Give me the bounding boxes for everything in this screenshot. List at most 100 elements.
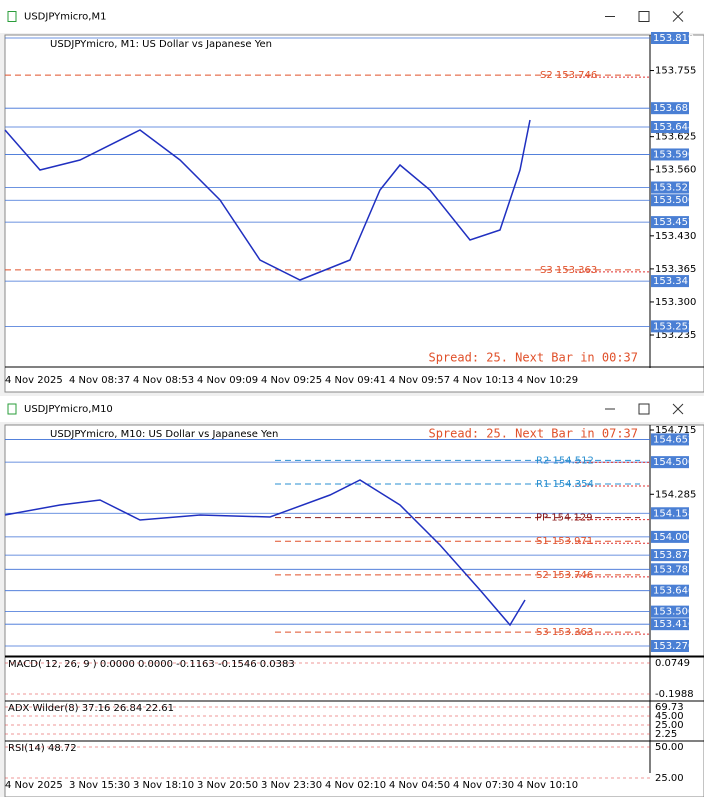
time-label: 4 Nov 08:37 <box>69 375 130 386</box>
maximize-button[interactable] <box>638 11 650 22</box>
price-line-label: 153.640 <box>653 586 694 597</box>
time-label: 3 Nov 15:30 <box>69 780 130 791</box>
chart-icon <box>7 11 17 22</box>
chart-header: USDJPYmicro, M1: US Dollar vs Japanese Y… <box>50 39 272 50</box>
indicator-tick-label: 25.00 <box>655 720 684 731</box>
price-tick-label: 153.235 <box>655 330 696 341</box>
indicator-label: ADX Wilder(8) 37.16 26.84 22.61 <box>8 703 174 714</box>
spread-info: Spread: 25. Next Bar in 07:37 <box>428 427 638 441</box>
price-box <box>651 120 689 133</box>
price-line-label: 154.652 <box>653 434 694 445</box>
maximize-button[interactable] <box>638 403 650 415</box>
price-line-label: 153.644 <box>653 122 694 133</box>
price-box <box>651 507 689 520</box>
price-line-label: 153.341 <box>653 276 694 287</box>
price-line-label: 153.525 <box>653 183 694 194</box>
time-label: 3 Nov 18:10 <box>133 780 194 791</box>
price-box <box>651 618 689 631</box>
time-label: 4 Nov 09:41 <box>325 375 386 386</box>
price-line-label: 153.252 <box>653 321 694 332</box>
price-box <box>651 605 689 618</box>
price-line-label: 153.500 <box>653 607 694 618</box>
price-box <box>651 32 689 44</box>
price-tick-label: 153.625 <box>655 132 696 143</box>
price-line-label: 154.000 <box>653 532 694 543</box>
pivot-level-label: S1 153.971 <box>536 536 593 547</box>
time-label: 4 Nov 2025 <box>5 375 63 386</box>
price-tick-label: 153.365 <box>655 264 696 275</box>
time-label: 4 Nov 10:10 <box>517 780 578 791</box>
indicator-label: MACD( 12, 26, 9 ) 0.0000 0.0000 -0.1163 … <box>8 659 295 670</box>
price-tick-label: 153.755 <box>655 66 696 77</box>
price-line-label: 153.590 <box>653 149 694 160</box>
pivot-level-label: S3 153.363 <box>540 265 597 276</box>
price-box <box>651 549 689 562</box>
indicator-tick-label: 25.00 <box>655 773 684 784</box>
price-tick-label: 153.300 <box>655 297 696 308</box>
price-line-label: 154.158 <box>653 508 694 519</box>
price-tick-label: 154.285 <box>655 489 696 500</box>
title-bar <box>0 0 704 33</box>
chart-area <box>4 424 704 798</box>
price-box <box>651 530 689 543</box>
price-tick-label: 154.715 <box>655 425 696 436</box>
time-label: 4 Nov 09:09 <box>197 375 258 386</box>
chart-header: USDJPYmicro, M10: US Dollar vs Japanese … <box>50 429 278 440</box>
indicator-tick-label: 50.00 <box>655 742 684 753</box>
title-bar <box>0 396 704 422</box>
price-box <box>651 584 689 597</box>
price-line-label: 153.783 <box>653 564 694 575</box>
price-line-label: 153.819 <box>653 33 694 44</box>
price-trace <box>4 479 526 627</box>
indicator-label: RSI(14) 48.72 <box>8 743 77 754</box>
chart-area <box>4 34 704 393</box>
indicator-tick-label: 0.0749 <box>655 658 690 669</box>
close-button[interactable] <box>672 11 684 22</box>
pivot-level-label: S2 153.746 <box>540 70 597 81</box>
price-box <box>651 148 689 161</box>
pivot-level-label: PP 154.129 <box>536 513 593 524</box>
time-label: 4 Nov 02:10 <box>325 780 386 791</box>
price-line-label: 153.878 <box>653 550 694 561</box>
price-trace <box>4 119 531 281</box>
time-label: 3 Nov 20:50 <box>197 780 258 791</box>
price-tick-label: 153.430 <box>655 231 696 242</box>
price-line-label: 153.416 <box>653 619 694 630</box>
pivot-level-label: S2 153.746 <box>536 570 593 581</box>
price-box <box>651 181 689 194</box>
price-line-label: 153.500 <box>653 195 694 206</box>
close-button[interactable] <box>672 403 684 415</box>
price-box <box>651 456 689 469</box>
indicator-tick-label: 69.73 <box>655 702 684 713</box>
price-line-label: 154.500 <box>653 457 694 468</box>
time-label: 4 Nov 07:30 <box>453 780 514 791</box>
indicator-tick-label: 2.25 <box>655 729 677 740</box>
price-line-label: 153.457 <box>653 217 694 228</box>
time-label: 4 Nov 2025 <box>5 780 63 791</box>
price-box <box>651 433 689 446</box>
price-line-label: 153.681 <box>653 103 694 114</box>
pivot-level-label: S3 153.363 <box>536 627 593 638</box>
chart-icon <box>7 403 17 415</box>
time-label: 4 Nov 10:13 <box>453 375 514 386</box>
price-line-label: 153.270 <box>653 641 694 652</box>
spread-info: Spread: 25. Next Bar in 00:37 <box>428 351 638 365</box>
indicator-tick-label: 45.00 <box>655 711 684 722</box>
price-box <box>651 275 689 288</box>
window-title: USDJPYmicro,M1 <box>24 12 106 23</box>
time-label: 4 Nov 10:29 <box>517 375 578 386</box>
price-box <box>651 640 689 652</box>
window-title: USDJPYmicro,M10 <box>24 404 113 415</box>
price-tick-label: 153.560 <box>655 165 696 176</box>
price-box <box>651 320 689 333</box>
pivot-level-label: R2 154.512 <box>536 455 594 466</box>
time-label: 3 Nov 23:30 <box>261 780 322 791</box>
time-label: 4 Nov 09:57 <box>389 375 450 386</box>
price-box <box>651 563 689 576</box>
time-label: 4 Nov 09:25 <box>261 375 322 386</box>
pivot-level-label: R1 154.354 <box>536 479 594 490</box>
time-label: 4 Nov 04:50 <box>389 780 450 791</box>
price-box <box>651 102 689 115</box>
price-box <box>651 216 689 229</box>
